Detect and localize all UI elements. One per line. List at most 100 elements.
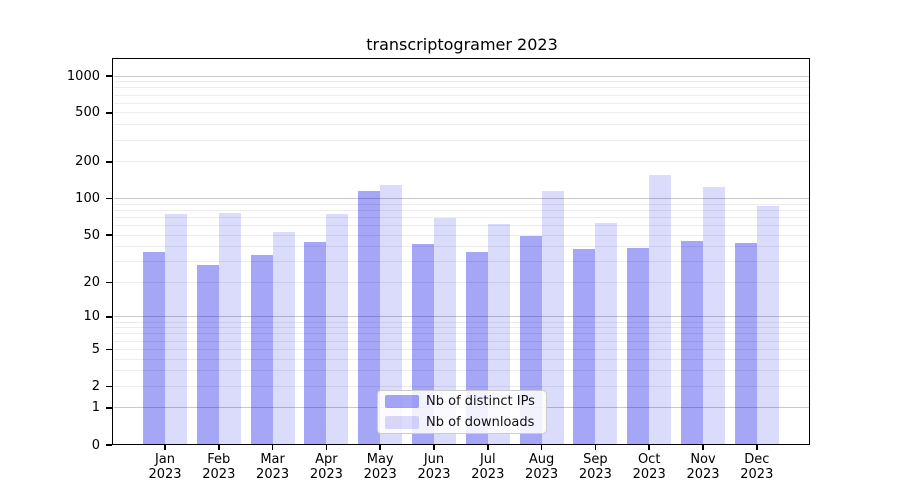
gridline-major-y1000 <box>114 75 810 77</box>
x-label-may: May 2023 <box>348 452 412 482</box>
x-label-year: 2023 <box>148 467 182 482</box>
bar-distinct-ips-jan <box>143 252 165 445</box>
x-label-year: 2023 <box>578 467 612 482</box>
gridline-minor-y90 <box>114 203 810 205</box>
legend-swatch-distinct-ips <box>385 395 419 408</box>
x-label-jan: Jan 2023 <box>133 452 197 482</box>
bar-downloads-nov <box>703 186 725 445</box>
gridline-minor-y800 <box>114 87 810 89</box>
gridline-minor-y30 <box>114 261 810 263</box>
y-tick-2 <box>106 385 112 388</box>
gridline-minor-y60 <box>114 224 810 226</box>
x-tick-jan <box>164 445 166 450</box>
x-label-month: May <box>366 452 394 467</box>
x-label-month: Oct <box>637 452 661 467</box>
gridline-minor-y300 <box>114 139 810 141</box>
bar-downloads-apr <box>326 214 349 445</box>
y-tick-100 <box>106 197 112 200</box>
y-tick-50 <box>106 234 112 236</box>
gridline-minor-y600 <box>114 102 810 104</box>
bar-downloads-oct <box>649 175 672 445</box>
x-label-year: 2023 <box>686 467 720 482</box>
gridline-minor-y6 <box>114 340 810 342</box>
x-tick-sep <box>594 445 597 450</box>
x-tick-feb <box>218 445 220 450</box>
y-label-200: 200 <box>75 154 100 170</box>
x-label-oct: Oct 2023 <box>617 452 681 482</box>
x-label-year: 2023 <box>363 467 397 482</box>
bar-distinct-ips-sep <box>573 249 596 445</box>
x-label-month: Apr <box>315 452 338 467</box>
gridline-minor-y50 <box>114 234 810 236</box>
bar-distinct-ips-feb <box>196 265 219 445</box>
gridline-minor-y70 <box>114 216 810 218</box>
x-label-month: Nov <box>690 452 716 467</box>
x-label-year: 2023 <box>202 467 236 482</box>
bar-distinct-ips-may <box>358 190 381 445</box>
x-tick-oct <box>648 445 650 450</box>
legend-label-downloads: Nb of downloads <box>426 415 535 430</box>
chart-title: transcriptogramer 2023 <box>366 35 558 54</box>
x-label-month: Jan <box>154 452 176 467</box>
bar-downloads-may <box>380 184 403 445</box>
x-label-year: 2023 <box>525 467 559 482</box>
y-label-100: 100 <box>75 191 100 206</box>
y-label-5: 5 <box>91 341 100 357</box>
bar-downloads-feb <box>218 213 241 445</box>
bar-downloads-jun <box>434 218 456 445</box>
y-label-50: 50 <box>83 227 100 243</box>
y-label-1000: 1000 <box>66 68 100 84</box>
bar-distinct-ips-oct <box>627 248 650 445</box>
gridline-minor-y9 <box>114 321 810 323</box>
x-label-year: 2023 <box>471 467 505 482</box>
x-label-jun: Jun 2023 <box>402 452 466 482</box>
gridline-minor-y80 <box>114 209 810 211</box>
x-label-year: 2023 <box>309 467 343 482</box>
legend-swatch-downloads <box>385 416 419 429</box>
x-label-nov: Nov 2023 <box>671 452 735 482</box>
gridline-minor-y200 <box>114 161 810 163</box>
gridline-minor-y8 <box>114 327 810 329</box>
x-label-year: 2023 <box>256 467 290 482</box>
y-tick-500 <box>106 112 112 114</box>
y-label-10: 10 <box>83 309 100 325</box>
x-tick-nov <box>702 445 704 450</box>
bar-downloads-sep <box>595 222 618 445</box>
bar-distinct-ips-mar <box>250 255 273 445</box>
gridline-minor-y40 <box>114 246 810 248</box>
x-label-dec: Dec 2023 <box>725 452 789 482</box>
y-tick-5 <box>106 348 112 351</box>
gridline-minor-y2 <box>114 385 810 387</box>
x-label-year: 2023 <box>632 467 666 482</box>
bar-downloads-jul <box>487 223 510 445</box>
y-label-1: 1 <box>91 400 100 416</box>
y-label-2: 2 <box>91 378 100 394</box>
x-label-year: 2023 <box>417 467 451 482</box>
y-label-0: 0 <box>91 437 100 453</box>
x-tick-jul <box>487 445 489 450</box>
plot-area: Nb of distinct IPs Nb of downloads <box>114 60 810 445</box>
x-tick-dec <box>756 445 758 450</box>
y-label-500: 500 <box>75 105 100 121</box>
bar-downloads-aug <box>541 191 564 445</box>
gridline-major-y100 <box>114 198 810 200</box>
x-label-apr: Apr 2023 <box>294 452 358 482</box>
bar-distinct-ips-apr <box>304 241 327 445</box>
x-label-feb: Feb 2023 <box>187 452 251 482</box>
x-label-month: Aug <box>528 452 555 467</box>
y-tick-200 <box>106 160 112 163</box>
y-tick-0 <box>106 444 112 446</box>
legend-item-downloads: Nb of downloads <box>385 414 546 431</box>
x-label-year: 2023 <box>740 467 774 482</box>
x-tick-may <box>379 445 381 450</box>
x-label-month: Mar <box>260 452 285 467</box>
x-label-mar: Mar 2023 <box>241 452 305 482</box>
x-label-month: Feb <box>207 452 231 467</box>
gridline-minor-y400 <box>114 124 810 126</box>
bar-downloads-jan <box>165 214 187 445</box>
x-tick-mar <box>271 445 274 450</box>
bar-distinct-ips-dec <box>734 242 757 445</box>
gridline-minor-y900 <box>114 81 810 83</box>
gridline-minor-y20 <box>114 281 810 283</box>
